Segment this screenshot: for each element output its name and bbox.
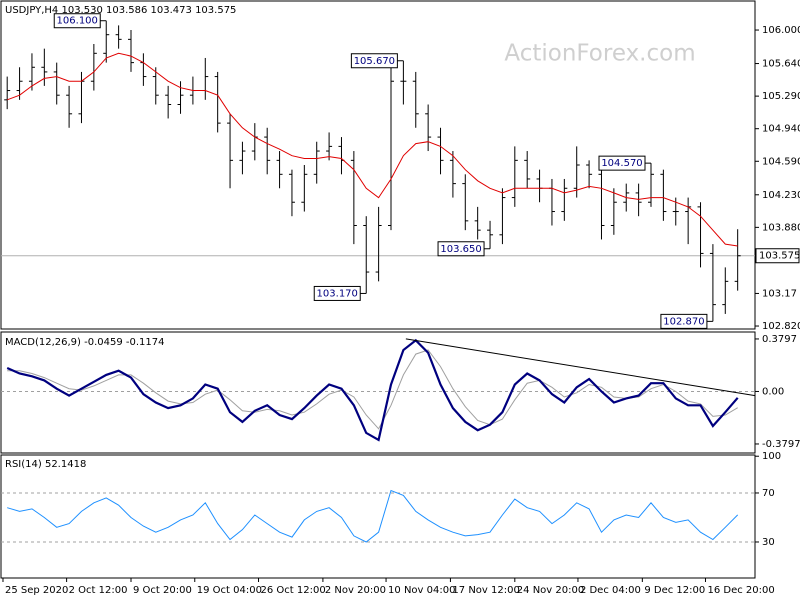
- annotation-box: [437, 241, 485, 257]
- y-tick-label: 0.00: [762, 386, 784, 397]
- x-tick-label: 2 Dec 04:00: [580, 585, 641, 596]
- macd-title: MACD(12,26,9) -0.0459 -0.1174: [5, 337, 165, 348]
- y-tick-label: 70: [762, 488, 775, 499]
- y-tick-label: 103.880: [762, 222, 800, 233]
- x-tick-label: 10 Nov 04:00: [388, 585, 455, 596]
- line: [6, 338, 739, 442]
- x-tick-label: 2 Oct 12:00: [69, 585, 128, 596]
- y-tick-label: 105.290: [762, 91, 800, 102]
- line: [7, 349, 738, 430]
- y-tick-label: 104.940: [762, 124, 800, 135]
- annotation-box: [313, 285, 361, 301]
- annotation-box: [350, 53, 398, 69]
- y-tick-label: 30: [762, 537, 775, 548]
- watermark: ActionForex.com: [504, 41, 695, 67]
- x-tick-label: 26 Oct 12:00: [261, 585, 326, 596]
- x-tick-label: 9 Oct 20:00: [133, 585, 192, 596]
- annotation-label: 103.650: [440, 244, 481, 255]
- trendline: [405, 338, 756, 397]
- y-tick-label: 0.3797: [762, 334, 797, 345]
- line: [7, 52, 738, 247]
- x-tick-label: 25 Sep 2020: [5, 585, 68, 596]
- last-price-label: 103.575: [759, 251, 800, 262]
- y-tick-label: 105.640: [762, 59, 800, 70]
- y-tick-label: 103.17: [762, 288, 797, 299]
- y-tick-label: 100: [762, 451, 781, 462]
- annotation-label: 106.100: [57, 16, 98, 27]
- x-tick-label: 24 Nov 20:00: [517, 585, 584, 596]
- y-tick-label: 102.820: [762, 321, 800, 332]
- line: [7, 489, 739, 543]
- annotation-label: 104.570: [601, 158, 642, 169]
- annotation-label: 105.670: [354, 56, 395, 67]
- annotation-label: 103.170: [317, 288, 358, 299]
- price-title: USDJPY,H4 103.530 103.586 103.473 103.57…: [5, 5, 236, 16]
- y-tick-label: 104.230: [762, 190, 800, 201]
- x-tick-label: 16 Dec 20:00: [707, 585, 774, 596]
- annotation-box: [598, 155, 646, 171]
- annotation-box: [53, 13, 101, 29]
- x-tick-label: 2 Nov 20:00: [325, 585, 386, 596]
- rsi-title: RSI(14) 52.1418: [5, 459, 86, 470]
- annotation-box: [660, 313, 708, 329]
- macd-panel: [0, 331, 756, 454]
- y-tick-label: -0.3797: [762, 439, 800, 450]
- x-tick-label: 17 Nov 12:00: [452, 585, 519, 596]
- last-price-box: [755, 248, 800, 264]
- annotation-label: 102.870: [663, 316, 704, 327]
- y-tick-label: 106.000: [762, 25, 800, 36]
- y-tick-label: 104.590: [762, 156, 800, 167]
- x-tick-label: 9 Dec 12:00: [644, 585, 705, 596]
- rsi-panel: [0, 454, 756, 579]
- x-tick-label: 19 Oct 04:00: [197, 585, 262, 596]
